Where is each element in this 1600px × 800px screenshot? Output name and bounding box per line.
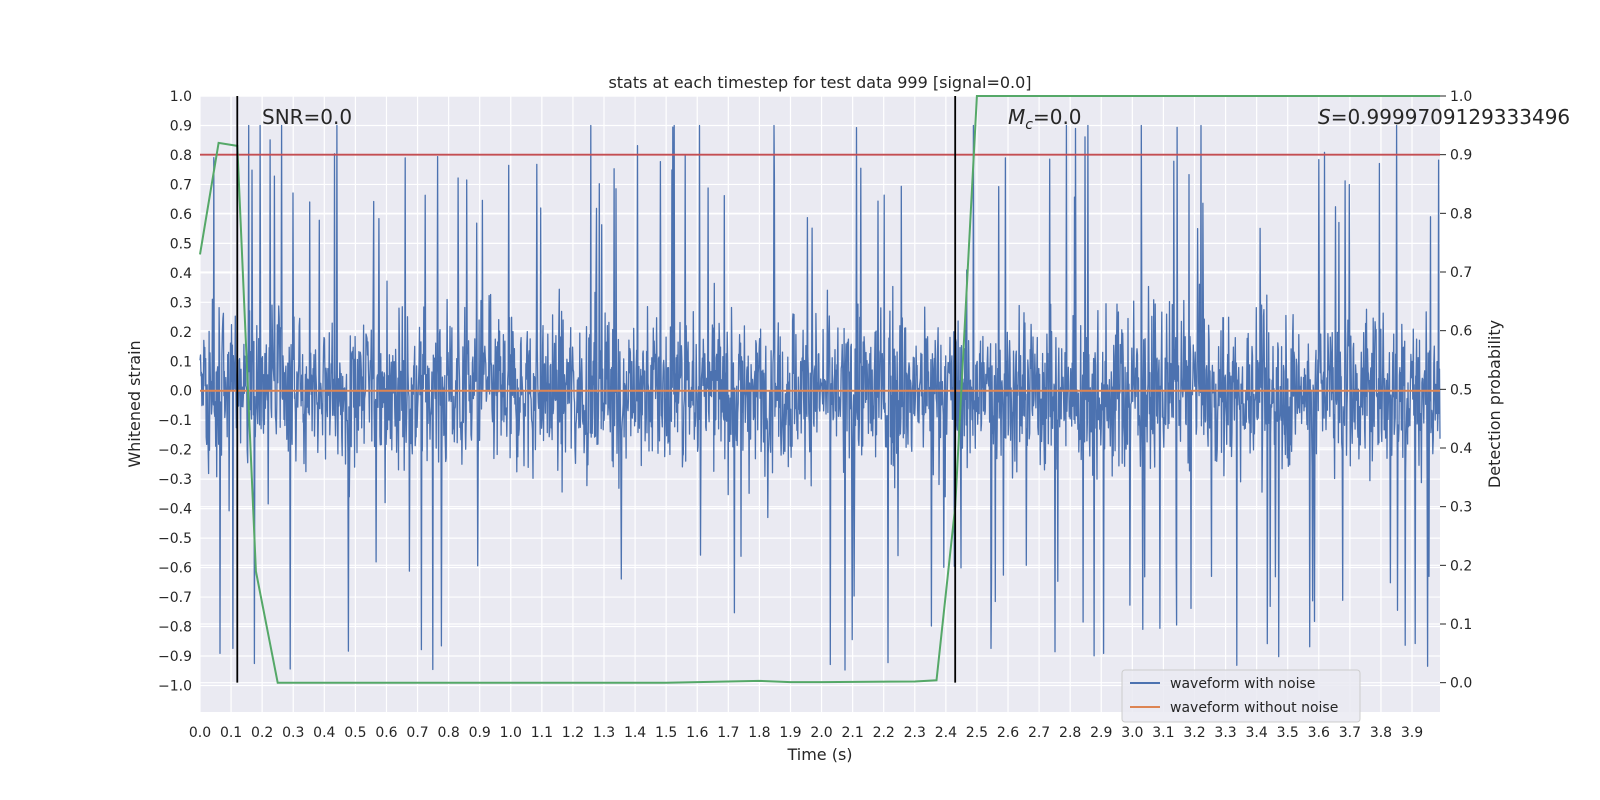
x-tick-label: 0.8: [437, 725, 459, 741]
y-tick-label: 0.8: [170, 148, 192, 164]
y-tick-label: 0.1: [170, 354, 192, 370]
y-tick-label: 0.6: [170, 207, 192, 223]
legend: waveform with noise waveform without noi…: [1121, 669, 1361, 723]
y-tick-label: −0.1: [158, 413, 192, 429]
y-tick-label: −0.7: [158, 590, 192, 606]
y-tick-label: −0.6: [158, 561, 192, 577]
y2-tick-label: 0.5: [1450, 382, 1472, 398]
x-tick-label: 2.5: [966, 725, 988, 741]
y2-tick-label: 0.8: [1450, 206, 1472, 222]
x-tick-label: 2.4: [935, 725, 957, 741]
x-tick-label: 1.5: [655, 725, 677, 741]
y-tick-label: −0.8: [158, 620, 192, 636]
x-tick-label: 3.4: [1246, 725, 1268, 741]
y2-tick-label: 0.9: [1450, 148, 1472, 164]
y-axis-label: Whitened strain: [125, 340, 144, 467]
x-tick-label: 3.3: [1214, 725, 1236, 741]
y2-tick-label: 0.4: [1450, 441, 1472, 457]
mc-symbol: M: [1008, 105, 1025, 129]
y-tick-label: −0.9: [158, 649, 192, 665]
x-tick-label: 3.1: [1152, 725, 1174, 741]
x-tick-label: 3.0: [1121, 725, 1143, 741]
y-tick-label: −1.0: [158, 678, 192, 694]
y2-axis-label: Detection probability: [1485, 320, 1504, 488]
x-tick-label: 2.1: [841, 725, 863, 741]
y-tick-label: −0.3: [158, 472, 192, 488]
x-axis-label: Time (s): [786, 745, 852, 764]
x-tick-label: 1.1: [531, 725, 553, 741]
overlay-layer: [199, 95, 1441, 684]
y-tick-label: 0.0: [170, 384, 192, 400]
y2-tick-label: 0.0: [1450, 676, 1472, 692]
y2-tick-label: 0.7: [1450, 265, 1472, 281]
y-tick-label: 0.4: [170, 266, 192, 282]
x-tick-label: 1.0: [500, 725, 522, 741]
x-tick-label: 2.0: [810, 725, 832, 741]
x-tick-label: 3.8: [1370, 725, 1392, 741]
y2-tick-label: 0.6: [1450, 324, 1472, 340]
y-tick-label: −0.2: [158, 443, 192, 459]
snr-annotation: SNR=0.0: [262, 105, 352, 129]
mc-annotation: Mc=0.0: [1008, 105, 1082, 133]
x-tick-label: 1.9: [779, 725, 801, 741]
x-tick-label: 0.1: [220, 725, 242, 741]
x-tick-label: 0.6: [375, 725, 397, 741]
mc-value: =0.0: [1033, 105, 1082, 129]
x-tick-label: 0.2: [251, 725, 273, 741]
s-value: =0.9999709129333496: [1331, 105, 1570, 129]
x-tick-label: 2.8: [1059, 725, 1081, 741]
x-tick-label: 1.4: [624, 725, 646, 741]
x-tick-label: 1.3: [593, 725, 615, 741]
y-tick-label: 0.5: [170, 236, 192, 252]
x-tick-label: 2.2: [873, 725, 895, 741]
y-tick-label: 0.9: [170, 118, 192, 134]
x-tick-label: 0.9: [469, 725, 491, 741]
y2-tick-label: 1.0: [1450, 89, 1472, 105]
y-tick-label: 0.3: [170, 295, 192, 311]
y-tick-label: 0.2: [170, 325, 192, 341]
x-tick-label: 0.3: [282, 725, 304, 741]
x-tick-label: 2.7: [1028, 725, 1050, 741]
x-tick-label: 2.9: [1090, 725, 1112, 741]
x-tick-label: 1.2: [562, 725, 584, 741]
series-layer: [199, 124, 1441, 671]
x-tick-label: 1.6: [686, 725, 708, 741]
s-annotation: S=0.9999709129333496: [1318, 105, 1570, 129]
x-tick-label: 1.8: [748, 725, 770, 741]
x-tick-label: 3.7: [1339, 725, 1361, 741]
y2-tick-label: 0.1: [1450, 617, 1472, 633]
y-tick-label: 0.7: [170, 177, 192, 193]
chart-title: stats at each timestep for test data 999…: [608, 73, 1031, 92]
x-tick-label: 3.6: [1308, 725, 1330, 741]
y-tick-label: −0.5: [158, 531, 192, 547]
legend-label-noise: waveform with noise: [1170, 676, 1315, 692]
x-tick-label: 0.7: [406, 725, 428, 741]
y2-tick-label: 0.3: [1450, 500, 1472, 516]
x-tick-label: 0.4: [313, 725, 335, 741]
x-tick-label: 3.9: [1401, 725, 1423, 741]
x-tick-label: 0.5: [344, 725, 366, 741]
y-tick-label: −0.4: [158, 502, 192, 518]
legend-label-clean: waveform without noise: [1170, 700, 1338, 716]
x-tick-label: 3.2: [1183, 725, 1205, 741]
x-tick-label: 2.3: [904, 725, 926, 741]
legend-box: [1121, 669, 1361, 723]
waveform-with-noise-line: [199, 124, 1441, 671]
x-tick-label: 2.6: [997, 725, 1019, 741]
x-tick-label: 3.5: [1277, 725, 1299, 741]
y2-tick-label: 0.2: [1450, 558, 1472, 574]
mc-subscript: c: [1025, 117, 1033, 133]
s-symbol: S: [1318, 105, 1331, 129]
axes-layer: 0.0 0.1 0.2 0.3 0.4 0.5 0.6 0.7 0.8 0.9 1.0 1.1 1.2 1…: [158, 89, 1472, 741]
x-tick-label: 0.0: [189, 725, 211, 741]
y-tick-label: 1.0: [170, 89, 192, 105]
x-tick-label: 1.7: [717, 725, 739, 741]
